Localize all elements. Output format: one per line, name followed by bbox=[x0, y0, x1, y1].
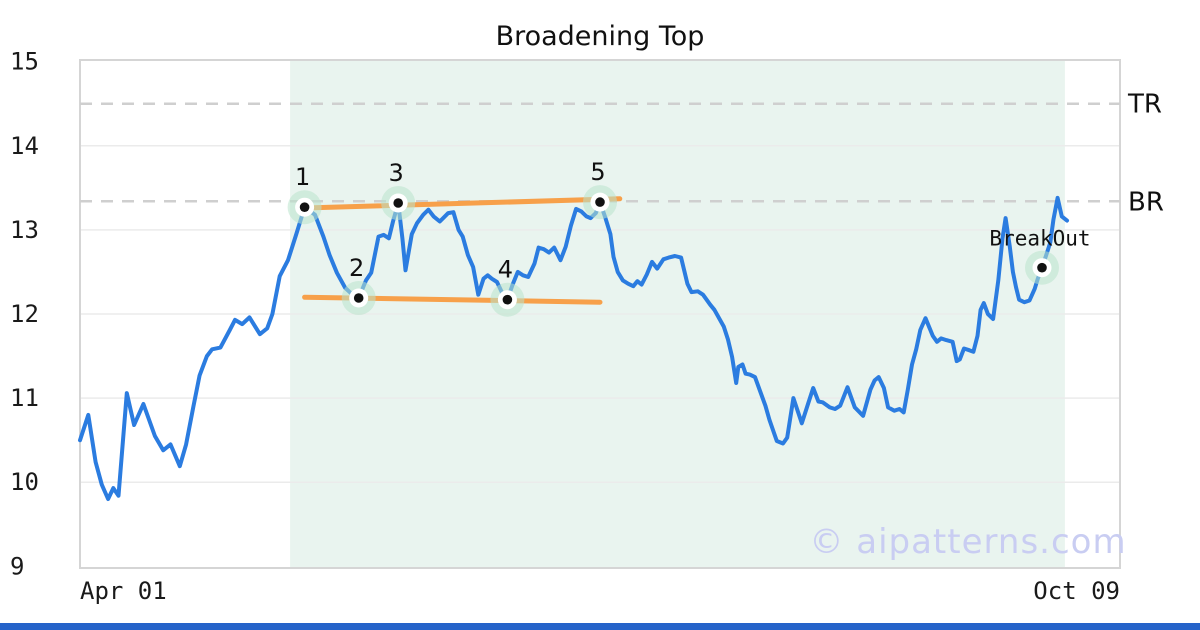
x-axis-start-label: Apr 01 bbox=[80, 577, 167, 605]
breakout-dot bbox=[1037, 262, 1047, 273]
pattern-marker-layer: 1 2 3 4 5 BreakOut bbox=[287, 158, 1091, 317]
pattern-point-4-dot bbox=[502, 294, 513, 305]
y-tick-label-13: 13 bbox=[10, 216, 39, 244]
y-tick-label-12: 12 bbox=[10, 300, 39, 328]
pattern-point-5-dot bbox=[595, 197, 605, 207]
chart-title: Broadening Top bbox=[496, 21, 705, 52]
horizontal-level-lines: TR BR bbox=[80, 90, 1164, 217]
level-label-TR: TR bbox=[1127, 90, 1162, 120]
breakout-label: BreakOut bbox=[989, 227, 1090, 251]
pattern-point-3-label: 3 bbox=[389, 159, 404, 187]
y-tick-label-10: 10 bbox=[10, 468, 39, 496]
pattern-point-1-dot bbox=[299, 202, 310, 212]
level-label-BR: BR bbox=[1128, 187, 1164, 217]
y-tick-label-15: 15 bbox=[10, 48, 39, 76]
plot-border bbox=[79, 59, 1121, 569]
y-tick-label-11: 11 bbox=[10, 384, 39, 412]
pattern-point-4-label: 4 bbox=[498, 256, 513, 284]
pattern-point-5-label: 5 bbox=[590, 158, 605, 186]
pattern-point-2-dot bbox=[353, 293, 364, 303]
y-tick-label-14: 14 bbox=[10, 132, 39, 160]
x-axis-end-label: Oct 09 bbox=[1033, 577, 1120, 605]
upper-trendline bbox=[302, 196, 623, 211]
pattern-point-2-label: 2 bbox=[349, 254, 364, 282]
pattern-point-1-label: 1 bbox=[295, 163, 310, 191]
pattern-point-3-dot bbox=[393, 198, 404, 208]
y-axis-tick-labels: 9 10 11 12 13 14 15 bbox=[10, 48, 39, 581]
bottom-accent-bar bbox=[0, 623, 1200, 630]
gridline-layer bbox=[80, 145, 1120, 483]
y-tick-label-9: 9 bbox=[10, 552, 24, 580]
watermark: © aipatterns.com bbox=[809, 522, 1126, 562]
